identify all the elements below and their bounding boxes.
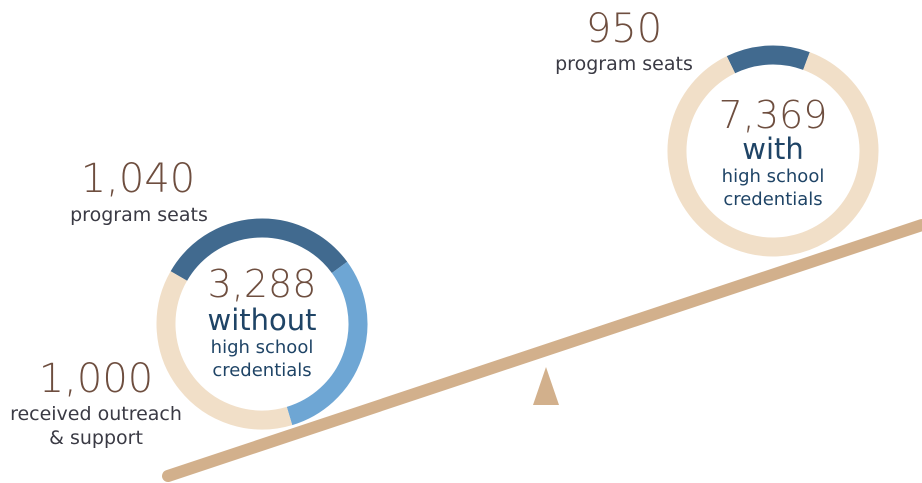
seesaw-beam [162,219,922,482]
right-total-value: 7,369 [719,93,828,137]
right-seats-value: 950 [586,6,662,52]
left-outreach-caption2: & support [49,427,143,449]
left-total-label: without [207,303,316,337]
right-donut-segment-0 [726,45,810,74]
left-total-sub1: high school [211,337,314,358]
left-donut-segment-1 [286,261,368,426]
left-seats-caption: program seats [70,204,208,226]
left-seats-value: 1,040 [81,156,196,202]
left-total-value: 3,288 [208,262,317,306]
right-seats-caption: program seats [555,53,693,75]
right-total-label: with [742,132,804,166]
right-total-sub1: high school [722,166,825,187]
right-donut-segment-1 [667,52,879,257]
left-total-sub2: credentials [212,360,311,381]
donut-without-credentials [156,218,368,430]
left-outreach-caption1: received outreach [10,403,182,425]
right-total-sub2: credentials [723,189,822,210]
donut-with-credentials [667,45,879,257]
seesaw-fulcrum [533,367,559,405]
left-donut-segment-0 [170,218,348,281]
left-outreach-value: 1,000 [39,356,154,402]
left-donut-segment-2 [156,271,293,430]
